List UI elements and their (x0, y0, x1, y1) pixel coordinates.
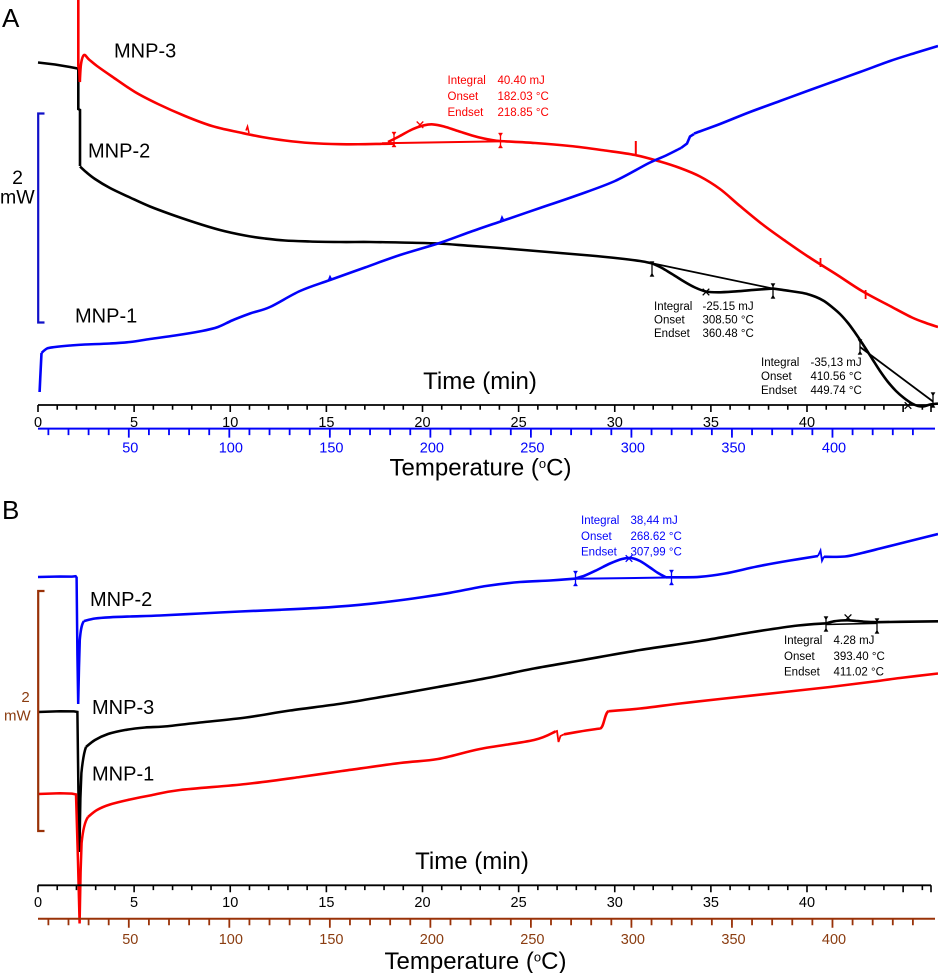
svg-text:Onset: Onset (581, 531, 612, 543)
svg-text:B: B (2, 495, 19, 525)
svg-text:2: 2 (21, 689, 29, 706)
svg-text:15: 15 (318, 895, 334, 911)
svg-text:150: 150 (319, 932, 343, 948)
svg-text:268.62 °C: 268.62 °C (631, 531, 682, 543)
svg-text:360.48 °C: 360.48 °C (703, 328, 754, 340)
svg-text:Endset: Endset (654, 328, 691, 340)
svg-text:Integral: Integral (581, 515, 619, 527)
svg-text:250: 250 (520, 932, 544, 948)
svg-text:300: 300 (621, 932, 645, 948)
svg-text:mW: mW (4, 708, 31, 725)
svg-text:Endset: Endset (448, 107, 485, 119)
svg-text:-25.15 mJ: -25.15 mJ (703, 301, 754, 313)
svg-text:MNP-3: MNP-3 (92, 697, 154, 719)
svg-text:5: 5 (130, 895, 138, 911)
svg-text:400: 400 (822, 932, 846, 948)
svg-text:Endset: Endset (761, 385, 798, 397)
svg-text:Temperature (oC): Temperature (oC) (385, 948, 567, 973)
svg-text:449.74 °C: 449.74 °C (811, 385, 862, 397)
svg-text:Onset: Onset (654, 315, 685, 327)
svg-text:20: 20 (414, 895, 430, 911)
svg-text:10: 10 (222, 895, 238, 911)
svg-text:Endset: Endset (581, 547, 618, 559)
svg-text:308.50 °C: 308.50 °C (703, 315, 754, 327)
svg-text:-35,13 mJ: -35,13 mJ (811, 357, 862, 369)
svg-text:10: 10 (222, 415, 238, 431)
svg-text:MNP-2: MNP-2 (88, 141, 150, 163)
svg-text:400: 400 (822, 440, 846, 456)
svg-text:MNP-1: MNP-1 (75, 306, 137, 328)
svg-text:38,44 mJ: 38,44 mJ (631, 515, 678, 527)
svg-text:30: 30 (607, 895, 623, 911)
svg-text:4.28 mJ: 4.28 mJ (834, 635, 875, 647)
svg-text:15: 15 (318, 415, 334, 431)
svg-text:150: 150 (319, 440, 343, 456)
svg-text:Time (min): Time (min) (423, 368, 537, 395)
svg-text:100: 100 (219, 932, 243, 948)
svg-text:200: 200 (420, 440, 444, 456)
svg-text:200: 200 (420, 932, 444, 948)
svg-text:40.40 mJ: 40.40 mJ (498, 75, 545, 87)
svg-text:MNP-1: MNP-1 (92, 764, 154, 786)
svg-text:410.56 °C: 410.56 °C (811, 371, 862, 383)
svg-text:Onset: Onset (784, 651, 815, 663)
svg-text:A: A (2, 3, 20, 33)
svg-text:218.85 °C: 218.85 °C (498, 107, 549, 119)
svg-text:250: 250 (520, 440, 544, 456)
svg-text:Integral: Integral (761, 357, 799, 369)
svg-text:0: 0 (34, 415, 42, 431)
svg-text:5: 5 (130, 415, 138, 431)
svg-text:25: 25 (511, 415, 527, 431)
svg-text:350: 350 (721, 440, 745, 456)
svg-text:25: 25 (511, 895, 527, 911)
svg-text:300: 300 (621, 440, 645, 456)
svg-text:0: 0 (34, 895, 42, 911)
svg-text:Temperature (oC): Temperature (oC) (390, 455, 572, 482)
svg-text:Endset: Endset (784, 667, 821, 679)
svg-text:35: 35 (703, 895, 719, 911)
svg-text:Time (min): Time (min) (415, 848, 529, 875)
svg-text:100: 100 (219, 440, 243, 456)
svg-text:mW: mW (0, 187, 35, 209)
svg-text:20: 20 (414, 415, 430, 431)
svg-text:MNP-3: MNP-3 (114, 41, 176, 63)
svg-text:40: 40 (799, 895, 815, 911)
svg-text:182.03 °C: 182.03 °C (498, 91, 549, 103)
svg-text:35: 35 (703, 415, 719, 431)
svg-text:Integral: Integral (654, 301, 692, 313)
svg-text:50: 50 (122, 440, 138, 456)
svg-text:393.40 °C: 393.40 °C (834, 651, 885, 663)
svg-text:Onset: Onset (448, 91, 479, 103)
svg-text:2: 2 (12, 167, 23, 189)
svg-text:MNP-2: MNP-2 (90, 589, 152, 611)
svg-text:Integral: Integral (448, 75, 486, 87)
svg-text:350: 350 (721, 932, 745, 948)
svg-text:307,99 °C: 307,99 °C (631, 547, 682, 559)
svg-text:411.02 °C: 411.02 °C (834, 667, 884, 679)
svg-text:50: 50 (122, 932, 138, 948)
svg-text:30: 30 (607, 415, 623, 431)
svg-text:Integral: Integral (784, 635, 822, 647)
svg-text:40: 40 (799, 415, 815, 431)
svg-text:Onset: Onset (761, 371, 792, 383)
